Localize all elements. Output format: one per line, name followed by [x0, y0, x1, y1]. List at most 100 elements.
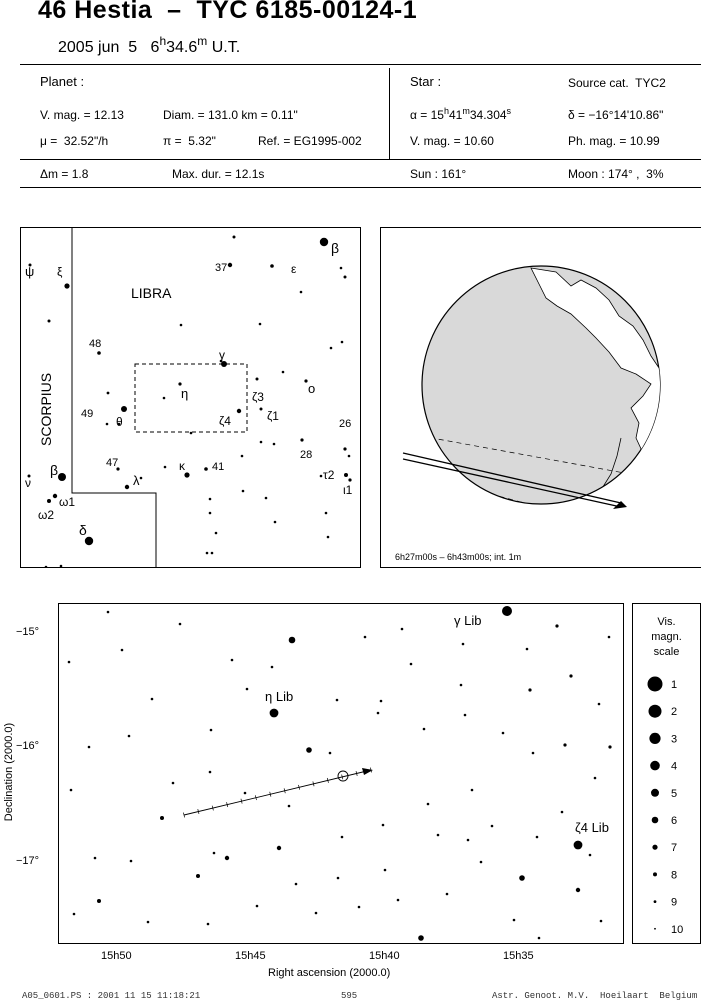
ra-s-unit: s — [506, 106, 512, 116]
detail-star-40 — [209, 728, 213, 732]
path-tick-12 — [355, 770, 358, 776]
northern-landmass — [610, 266, 644, 293]
finder-label-eta: η — [181, 386, 188, 401]
legend-label-3: 3 — [671, 733, 677, 745]
finder-star-10 — [106, 391, 110, 395]
detail-star-13 — [106, 610, 110, 614]
xtick-15h45: 15h45 — [235, 950, 266, 962]
finder-star-53 — [105, 422, 109, 426]
finder-star-20 — [52, 493, 58, 499]
finder-star-52 — [59, 564, 63, 568]
detail-star-23 — [588, 853, 592, 857]
finder-star-9 — [259, 407, 263, 411]
ra-seconds: 34.304 — [469, 108, 507, 122]
detail-star-21 — [560, 810, 564, 814]
xtick-15h35: 15h35 — [503, 950, 534, 962]
legend-title: Vis. magn. scale — [633, 615, 700, 660]
planet-reference: Ref. = EG1995-002 — [258, 134, 362, 148]
shadow-limit-south — [422, 475, 622, 504]
detail-star-63 — [287, 804, 291, 808]
detail-star-18 — [608, 745, 612, 749]
finder-stars — [27, 235, 352, 569]
finder-star-45 — [324, 511, 328, 515]
detail-star-37 — [87, 745, 91, 749]
detail-star-55 — [512, 918, 516, 922]
globe-time-caption: 6h27m00s – 6h43m00s; int. 1m — [395, 552, 521, 562]
finder-label-49: 49 — [81, 408, 93, 420]
shadow-path-arrow — [613, 501, 627, 509]
path-tick-8 — [298, 784, 301, 790]
finder-star-57 — [264, 496, 268, 500]
ra-h-unit: h — [443, 106, 449, 116]
detail-star-30 — [357, 905, 361, 909]
detail-star-78 — [363, 635, 367, 639]
detail-star-2 — [269, 708, 279, 718]
path-ticks — [183, 767, 372, 818]
detail-star-42 — [335, 698, 339, 702]
detail-star-59 — [178, 622, 182, 626]
finder-label-xi: ξ — [57, 265, 63, 279]
finder-star-49 — [205, 551, 209, 555]
finder-star-47 — [273, 520, 277, 524]
event-date: 2005 jun 5 — [58, 39, 138, 56]
finder-star-35 — [162, 396, 166, 400]
detail-star-57 — [607, 635, 611, 639]
detail-star-20 — [593, 776, 597, 780]
detail-star-10 — [160, 816, 164, 820]
constellation-libra: LIBRA — [131, 285, 172, 301]
finder-star-48 — [326, 535, 330, 539]
event-rule — [20, 187, 701, 188]
finder-star-39 — [272, 442, 276, 446]
detail-star-14 — [555, 624, 559, 628]
finder-star-37 — [204, 467, 208, 471]
finder-star-17 — [124, 484, 130, 490]
detail-star-77 — [72, 912, 76, 916]
path-tick-6 — [269, 791, 272, 797]
finder-label-kappa: κ — [179, 459, 186, 473]
legend-label-4: 4 — [671, 761, 677, 773]
finder-star-51 — [44, 565, 48, 569]
finder-star-14 — [116, 467, 120, 471]
finder-star-36 — [189, 431, 193, 435]
finder-star-31 — [329, 346, 333, 350]
legend-label-2: 2 — [671, 706, 677, 718]
detail-star-19 — [531, 751, 535, 755]
planet-diameter: Diam. = 131.0 km = 0.11" — [163, 108, 298, 122]
legend-label-1: 1 — [671, 679, 677, 691]
detail-star-76 — [599, 919, 603, 923]
finder-label-beta-sco: β — [50, 462, 58, 478]
finder-label-nu: ν — [25, 476, 31, 490]
detail-chart: γ Lib η Lib ζ4 Lib — [67, 606, 612, 941]
constellation-boundary — [71, 228, 157, 567]
detail-star-50 — [463, 713, 467, 717]
header-rule — [20, 64, 701, 65]
detail-star-4 — [573, 840, 583, 850]
detail-star-75 — [445, 892, 449, 896]
finder-label-omega1: ω1 — [59, 495, 75, 509]
detail-star-58 — [597, 702, 601, 706]
finder-star-34 — [340, 340, 344, 344]
xtick-15h50: 15h50 — [101, 950, 132, 962]
minute-unit: m — [197, 34, 208, 48]
detail-star-52 — [470, 788, 474, 792]
finder-star-50 — [210, 551, 214, 555]
detail-star-9 — [224, 855, 230, 861]
legend-label-8: 8 — [671, 869, 677, 881]
americas-landmass — [530, 267, 660, 504]
max-duration: Max. dur. = 12.1s — [172, 167, 265, 181]
detail-star-54 — [466, 838, 470, 842]
detail-star-6 — [575, 887, 581, 893]
detail-star-60 — [230, 658, 234, 662]
detail-star-26 — [381, 823, 385, 827]
detail-star-17 — [563, 743, 567, 747]
detail-star-32 — [255, 904, 259, 908]
detail-star-44 — [376, 711, 380, 715]
detail-star-65 — [336, 876, 340, 880]
earth-disk — [421, 265, 661, 505]
legend-label-5: 5 — [671, 788, 677, 800]
ytick-minus-15: −15° — [16, 626, 40, 638]
detail-field-box — [134, 363, 248, 433]
shadow-path-south — [402, 458, 622, 508]
finder-star-32 — [255, 377, 259, 381]
info-divider — [389, 68, 390, 159]
